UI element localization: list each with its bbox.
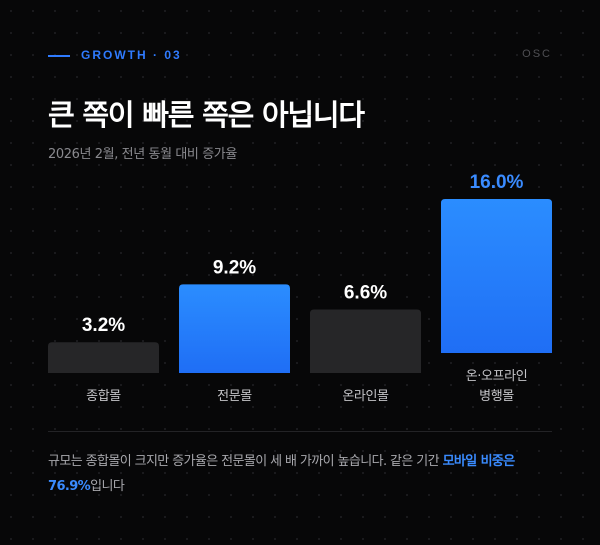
bar: [179, 284, 290, 373]
bar: [48, 342, 159, 373]
page-title: 큰 쪽이 빠른 쪽은 아닙니다: [48, 98, 365, 132]
bar: [310, 309, 421, 373]
category-label: 온·오프라인: [466, 369, 528, 384]
footnote-highlight: 모바일 비중은 76.9%: [48, 454, 515, 494]
section-tag: GROWTH · 03: [81, 48, 182, 62]
footnote-text-end: 입니다: [90, 479, 125, 494]
data-label: 6.6%: [344, 282, 387, 303]
bar: [441, 198, 552, 353]
footnote: 규모는 종합몰이 크지만 증가율은 전문몰이 세 배 가까이 높습니다. 같은 …: [48, 449, 558, 499]
category-label: 병행몰: [479, 388, 514, 404]
divider: [48, 431, 552, 432]
header: GROWTH · 03 OSC: [48, 47, 552, 65]
brand-label: OSC: [522, 48, 552, 60]
data-label: 3.2%: [82, 315, 125, 336]
accent-line: [48, 55, 70, 57]
category-label: 전문몰: [217, 389, 252, 404]
data-label: 16.0%: [470, 172, 524, 193]
data-label: 9.2%: [213, 257, 256, 278]
footnote-text: 규모는 종합몰이 크지만 증가율은 전문몰이 세 배 가까이 높습니다. 같은 …: [48, 454, 443, 469]
category-label: 온라인몰: [342, 389, 389, 404]
chart-subtitle: 2026년 2월, 전년 동월 대비 증가율: [48, 147, 237, 162]
category-label: 종합몰: [86, 389, 121, 404]
